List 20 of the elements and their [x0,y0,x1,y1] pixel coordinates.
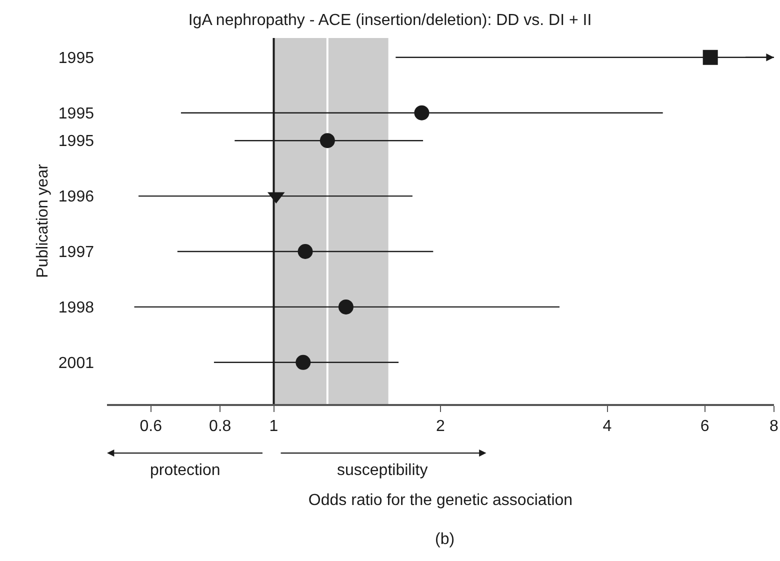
x-tick-label: 2 [436,418,446,435]
y-tick-label: 1995 [58,133,94,150]
x-tick-label: 0.8 [208,418,232,435]
text: susceptibility [337,462,428,479]
x-tick-label: 8 [770,418,779,435]
text: protection [150,462,220,479]
y-tick-label: 1998 [58,300,94,317]
x-tick-label: 4 [602,418,612,435]
x-axis-title: Odds ratio for the genetic association [308,492,573,510]
y-tick-label: 1995 [58,50,94,68]
x-tick-label: 1 [269,418,278,435]
x-tick-label: 0.6 [140,418,162,435]
y-tick-label: 1996 [58,188,94,206]
x-tick-label: 6 [700,418,710,435]
y-tick-label: 2001 [58,355,94,372]
text: (b) [435,531,455,548]
y-tick-label: 1997 [58,244,94,262]
chart-title: IgA nephropathy - ACE (insertion/deletion): DD vs. DI + II [188,12,592,30]
y-tick-label: 1995 [58,105,94,122]
y-axis-title: Publication year [34,163,52,278]
